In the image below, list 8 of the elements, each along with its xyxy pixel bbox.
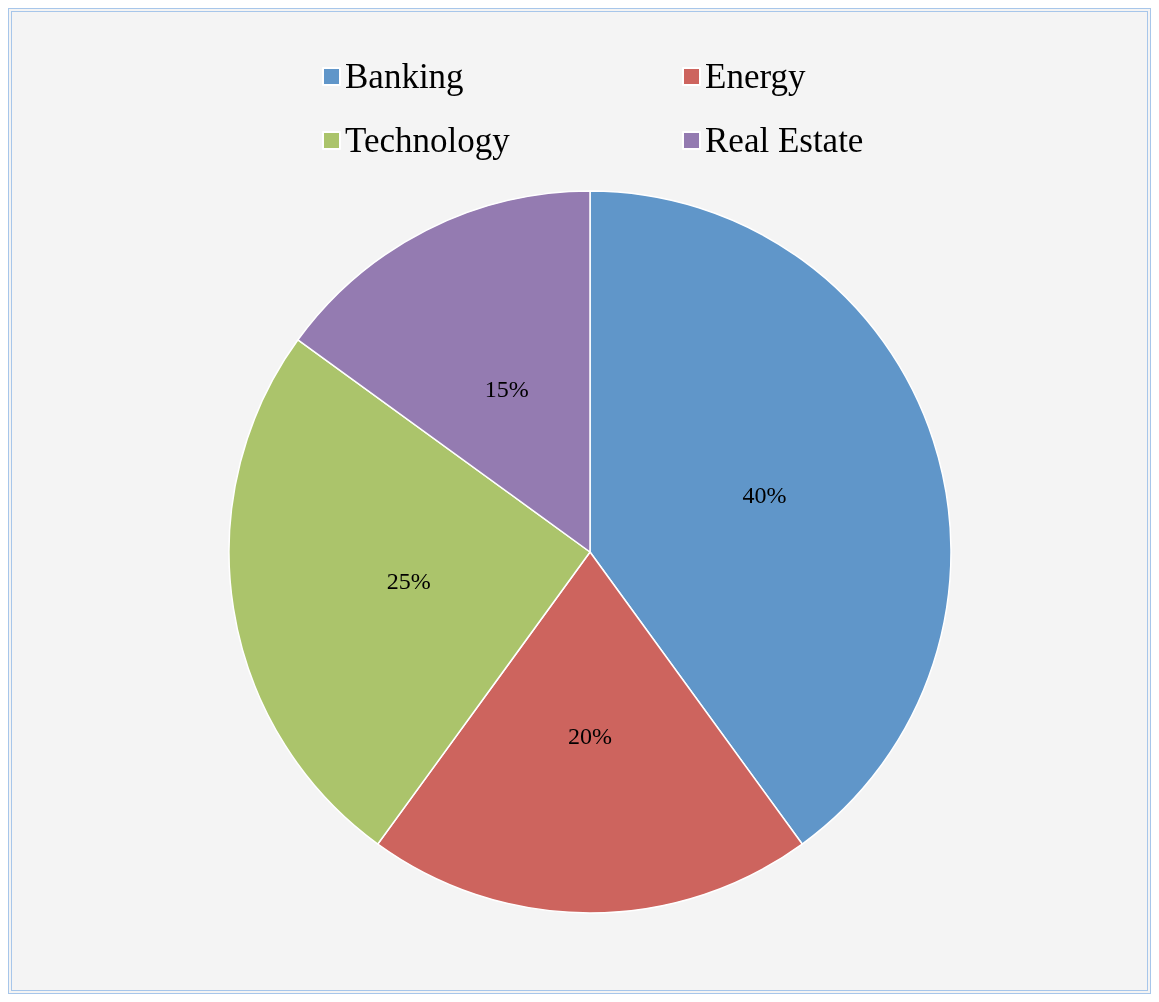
data-label: 40% bbox=[742, 482, 787, 509]
legend-label: Banking bbox=[345, 57, 464, 96]
data-label: 20% bbox=[568, 722, 612, 749]
data-label: 25% bbox=[386, 567, 431, 594]
legend-label: Technology bbox=[345, 121, 511, 160]
data-label: 15% bbox=[484, 375, 529, 402]
legend-label: Real Estate bbox=[705, 121, 864, 160]
legend-label: Energy bbox=[705, 57, 806, 96]
